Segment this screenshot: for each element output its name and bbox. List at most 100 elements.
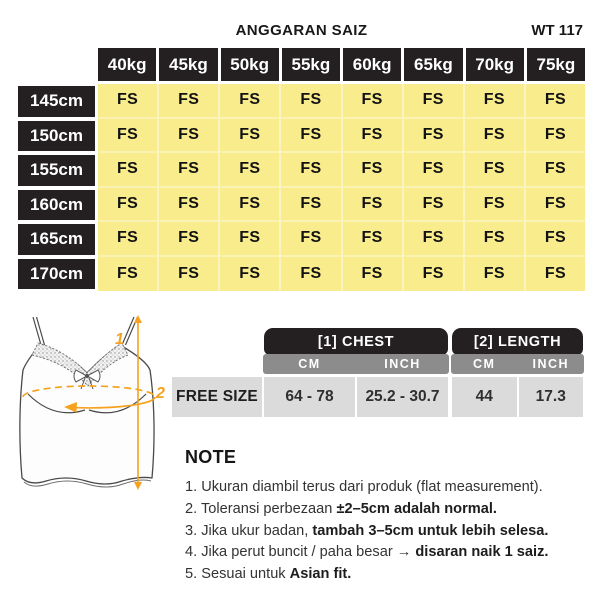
lace-trim xyxy=(31,342,129,387)
size-cell: FS xyxy=(401,187,463,222)
unit-label: INCH xyxy=(384,357,421,371)
unit-label: CM xyxy=(473,357,496,371)
height-header-cell: 165cm xyxy=(18,224,95,255)
size-cell: FS xyxy=(279,256,341,291)
size-cell: FS xyxy=(462,187,524,222)
size-cell: FS xyxy=(98,84,158,119)
size-cell: FS xyxy=(401,84,463,119)
measurement-value: 44 xyxy=(452,377,517,417)
measurement-value: 17.3 xyxy=(518,377,583,417)
camisole-illustration: 1 2 xyxy=(19,315,165,490)
size-cell: FS xyxy=(157,222,219,257)
bust-seam-lines xyxy=(27,393,147,414)
weight-header-cell: 60kg xyxy=(340,48,402,81)
size-cell: FS xyxy=(523,118,585,153)
size-cell: FS xyxy=(523,222,585,257)
size-table-row: 165cm FS FS FS FS FS FS FS FS xyxy=(18,222,585,257)
size-cell: FS xyxy=(98,187,158,222)
note-item: 4. Jika perut buncit / paha besar → disa… xyxy=(185,544,549,561)
size-table-row: 150cm FS FS FS FS FS FS FS FS xyxy=(18,118,585,153)
note-item: 5. Sesuai untuk Asian fit. xyxy=(185,566,352,583)
size-cell: FS xyxy=(279,153,341,188)
size-cell: FS xyxy=(401,118,463,153)
measurement-table: [1] CHEST [2] LENGTH CM INCH CM INCH FREE … xyxy=(172,328,584,418)
size-cell: FS xyxy=(218,153,280,188)
size-cell: FS xyxy=(218,84,280,119)
size-cell: FS xyxy=(218,118,280,153)
size-cell: FS xyxy=(340,256,402,291)
height-header-cell: 155cm xyxy=(18,155,95,186)
size-table-row: 170cm FS FS FS FS FS FS FS FS xyxy=(18,256,585,291)
height-header-cell: 150cm xyxy=(18,120,95,151)
note-heading: NOTE xyxy=(185,447,237,467)
size-cell: FS xyxy=(340,187,402,222)
size-estimate-table: 40kg 45kg 50kg 55kg 60kg 65kg 70kg 75kg 145cm FS… xyxy=(18,48,585,291)
size-cell: FS xyxy=(401,222,463,257)
weight-header-cell: 40kg xyxy=(98,48,157,81)
weight-header-cell: 50kg xyxy=(217,48,279,81)
marker-2-label: 2 xyxy=(155,385,165,402)
bow-icon xyxy=(73,369,101,390)
unit-label: INCH xyxy=(532,357,570,371)
page-title: ANGGARAN SAIZ xyxy=(235,22,368,39)
weight-header-cell: 55kg xyxy=(278,48,340,81)
size-cell: FS xyxy=(523,187,585,222)
size-cell: FS xyxy=(98,153,158,188)
size-cell: FS xyxy=(279,222,341,257)
weight-header-cell: 65kg xyxy=(401,48,463,81)
length-units-row: CM INCH xyxy=(451,354,584,374)
size-cell: FS xyxy=(157,118,219,153)
size-table-row: 145cm FS FS FS FS FS FS FS FS xyxy=(18,84,585,119)
weight-header-row: 40kg 45kg 50kg 55kg 60kg 65kg 70kg 75kg xyxy=(18,48,585,81)
free-size-label: FREE SIZE xyxy=(172,377,262,417)
size-cell: FS xyxy=(523,153,585,188)
size-cell: FS xyxy=(279,187,341,222)
size-table-row: 155cm FS FS FS FS FS FS FS FS xyxy=(18,153,585,188)
unit-label: CM xyxy=(298,357,321,371)
size-table-row: 160cm FS FS FS FS FS FS FS FS xyxy=(18,187,585,222)
weight-header-cell: 70kg xyxy=(462,48,524,81)
size-cell: FS xyxy=(279,118,341,153)
height-header-cell: 170cm xyxy=(18,258,95,289)
measurement-value: 25.2 - 30.7 xyxy=(357,377,448,417)
size-cell: FS xyxy=(279,84,341,119)
product-code: WT 117 xyxy=(531,22,583,39)
camisole-measurement-diagram: 1 2 xyxy=(10,312,185,512)
height-header-cell: 160cm xyxy=(18,189,95,220)
size-cell: FS xyxy=(98,256,158,291)
size-cell: FS xyxy=(157,187,219,222)
size-cell: FS xyxy=(157,153,219,188)
size-cell: FS xyxy=(218,187,280,222)
size-cell: FS xyxy=(340,222,402,257)
title-bar: ANGGARAN SAIZ WT 117 xyxy=(18,22,585,40)
size-cell: FS xyxy=(462,118,524,153)
marker-1-label: 1 xyxy=(115,331,124,348)
size-cell: FS xyxy=(157,84,219,119)
note-section: NOTE 1. Ukuran diambil terus dari produk… xyxy=(185,447,593,586)
size-cell: FS xyxy=(462,153,524,188)
size-cell: FS xyxy=(401,256,463,291)
length-measure-arrow xyxy=(134,315,142,490)
hem-line xyxy=(23,479,152,488)
size-cell: FS xyxy=(523,256,585,291)
chest-measure-arrow xyxy=(22,385,156,413)
note-item: 2. Toleransi perbezaan ±2–5cm adalah nor… xyxy=(185,500,497,517)
size-cell: FS xyxy=(401,153,463,188)
length-header: [2] LENGTH xyxy=(452,328,583,355)
camisole-body xyxy=(19,344,155,485)
size-cell: FS xyxy=(98,118,158,153)
size-cell: FS xyxy=(218,256,280,291)
note-item: 3. Jika ukur badan, tambah 3–5cm untuk l… xyxy=(185,522,549,539)
height-header-cell: 145cm xyxy=(18,86,95,117)
chest-units-row: CM INCH xyxy=(263,354,449,374)
size-cell: FS xyxy=(462,256,524,291)
size-cell: FS xyxy=(340,118,402,153)
length-values-row: 44 17.3 xyxy=(452,377,583,417)
chest-values-row: 64 - 78 25.2 - 30.7 xyxy=(264,377,448,417)
table-corner-spacer xyxy=(18,48,95,81)
size-cell: FS xyxy=(523,84,585,119)
size-table-body: 145cm FS FS FS FS FS FS FS FS 150cm FS FS FS FS FS FS FS… xyxy=(18,84,585,291)
weight-header-cell: 75kg xyxy=(523,48,585,81)
size-cell: FS xyxy=(157,256,219,291)
